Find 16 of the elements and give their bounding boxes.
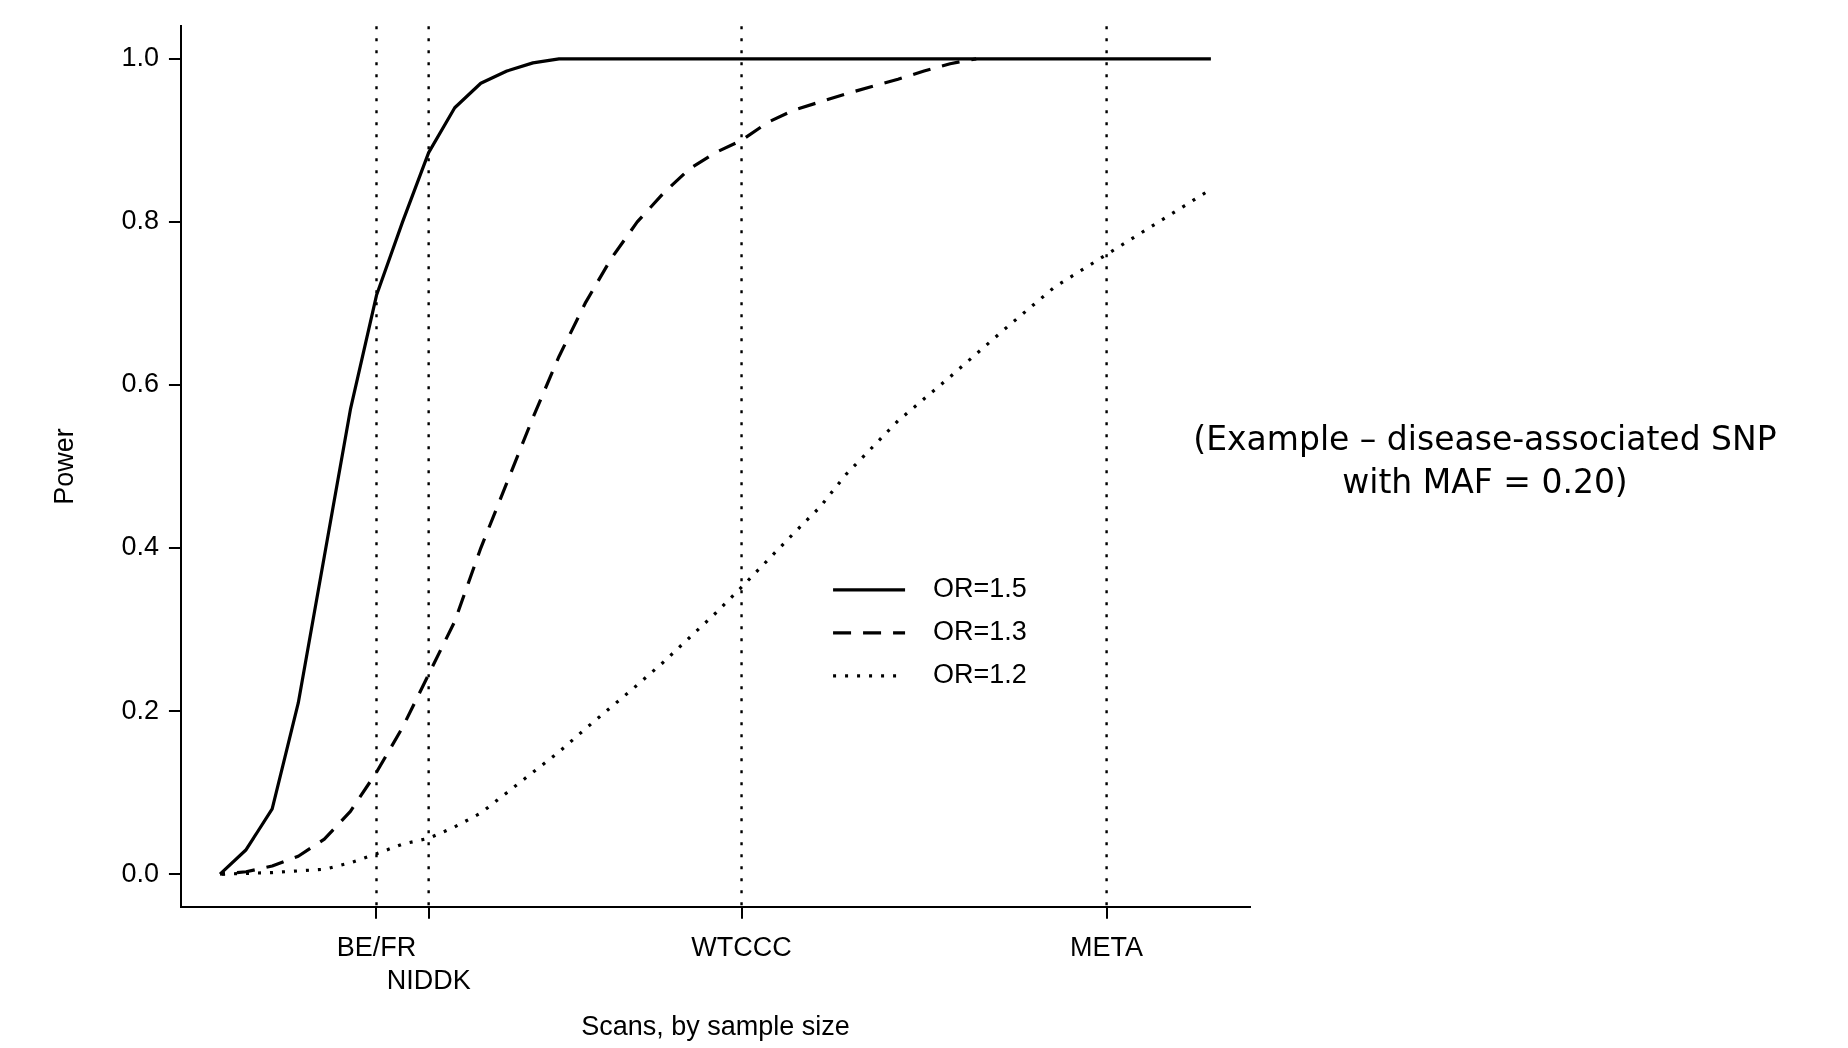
x-axis-title: Scans, by sample size bbox=[581, 1011, 850, 1042]
x-tick-label: META bbox=[1070, 932, 1144, 963]
y-tick-label: 1.0 bbox=[121, 42, 159, 73]
y-tick-label: 0.8 bbox=[121, 205, 159, 236]
legend-label: OR=1.3 bbox=[933, 616, 1027, 647]
x-tick-label: BE/FR bbox=[336, 932, 417, 963]
legend-label: OR=1.5 bbox=[933, 573, 1027, 604]
legend-label: OR=1.2 bbox=[933, 659, 1027, 690]
annotation: (Example – disease-associated SNP with MAF = 0.20) bbox=[1192, 418, 1778, 503]
x-tick-label: NIDDK bbox=[386, 964, 471, 995]
y-tick-label: 0.0 bbox=[121, 857, 159, 888]
y-tick-label: 0.2 bbox=[121, 694, 159, 725]
y-axis-title: Power bbox=[48, 428, 79, 505]
y-tick-label: 0.4 bbox=[121, 531, 159, 562]
y-tick-label: 0.6 bbox=[121, 368, 159, 399]
x-tick-label: WTCCC bbox=[691, 932, 792, 963]
